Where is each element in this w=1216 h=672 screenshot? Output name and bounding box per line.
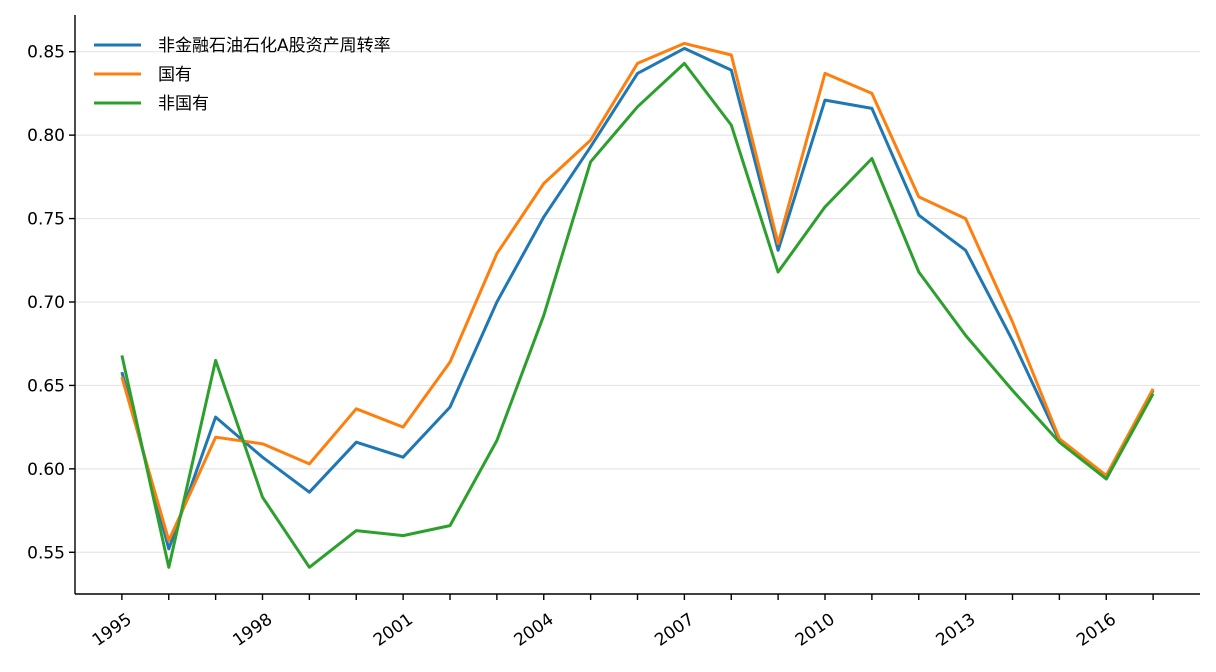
y-tick-label: 0.65 <box>27 376 65 396</box>
x-tick-label: 2007 <box>651 610 698 651</box>
grid-lines <box>75 51 1200 553</box>
x-tick-label: 2001 <box>370 610 417 651</box>
series-line-0 <box>120 46 1155 551</box>
legend-label: 非国有 <box>158 94 209 114</box>
x-tick-label: 2010 <box>792 610 839 651</box>
y-tick-label: 0.85 <box>27 43 65 63</box>
y-axis-ticks: 0.55 0.60 0.65 0.70 0.75 0.80 0.85 <box>27 43 75 563</box>
x-tick-label: 2016 <box>1073 610 1120 651</box>
x-axis-ticks: 1995 1998 2001 2004 2007 2010 2013 2016 <box>89 594 1154 651</box>
legend-label: 国有 <box>158 65 192 85</box>
y-tick-label: 0.70 <box>27 293 65 313</box>
x-tick-label: 1998 <box>229 610 276 651</box>
x-tick-label: 1995 <box>89 610 136 651</box>
series-line-1 <box>120 41 1155 543</box>
series-lines <box>120 41 1155 569</box>
series-line-2 <box>120 61 1155 569</box>
y-tick-label: 0.60 <box>27 460 65 480</box>
x-tick-label: 2004 <box>511 610 558 651</box>
x-tick-label: 2013 <box>932 610 979 651</box>
legend-label: 非金融石油石化A股资产周转率 <box>158 36 391 56</box>
y-tick-label: 0.55 <box>27 543 65 563</box>
y-tick-label: 0.75 <box>27 210 65 230</box>
y-tick-label: 0.80 <box>27 126 65 146</box>
axes <box>74 15 1200 595</box>
